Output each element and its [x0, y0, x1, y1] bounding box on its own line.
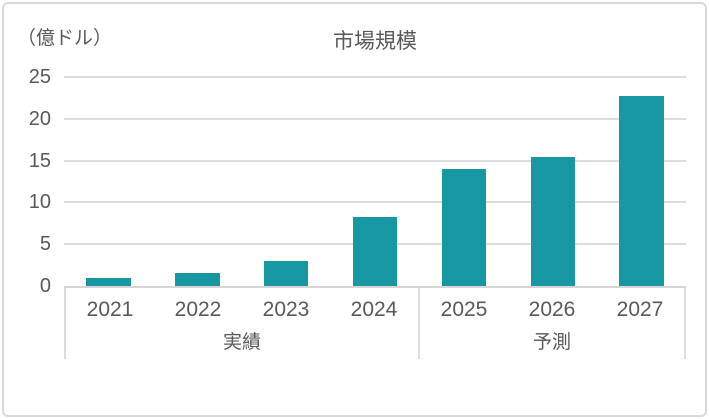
bar-2024[interactable]	[352, 216, 398, 286]
x-group-1: 2025 2026 2027 予測	[418, 288, 684, 359]
gridline-20	[64, 117, 686, 120]
bar-series	[64, 77, 686, 286]
x-tick-2022: 2022	[174, 298, 222, 321]
x-group-label-1: 予測	[532, 332, 571, 353]
x-tick-2024: 2024	[350, 298, 398, 321]
chart-title: 市場規模	[333, 30, 417, 53]
x-tick-2025: 2025	[440, 298, 488, 321]
bar-slot-2022	[153, 77, 242, 286]
y-tick-20: 20	[28, 107, 51, 130]
x-years-row: 2021 2022 2023 2024	[66, 288, 418, 332]
bar-2025[interactable]	[441, 168, 487, 286]
y-axis-tick-labels: 0 5 10 15 20 25	[4, 67, 51, 296]
x-tick-2027: 2027	[616, 298, 664, 321]
y-tick-25: 25	[28, 66, 51, 88]
x-tick-2021: 2021	[86, 298, 134, 321]
gridline-10	[64, 201, 686, 204]
y-tick-0: 0	[39, 275, 51, 297]
bar-2026[interactable]	[530, 157, 575, 286]
bar-slot-2026	[508, 77, 597, 286]
y-tick-15: 15	[28, 149, 51, 172]
bar-slot-2025	[419, 77, 508, 286]
x-group-0: 2021 2022 2023 2024 実績	[66, 288, 418, 359]
x-axis-label-box: 2021 2022 2023 2024 実績 2025 2026 2027 予測	[64, 288, 686, 359]
x-years-row: 2025 2026 2027	[420, 288, 684, 332]
y-tick-5: 5	[39, 233, 51, 256]
bar-slot-2021	[64, 77, 153, 286]
x-tick-2023: 2023	[262, 298, 310, 321]
bar-slot-2027	[597, 77, 686, 286]
bar-2023[interactable]	[263, 260, 309, 286]
gridline-25	[64, 76, 686, 78]
gridline-15	[64, 159, 686, 162]
plot-area	[64, 76, 686, 288]
y-axis-unit-label: （億ドル）	[17, 28, 113, 49]
bar-slot-2023	[242, 77, 331, 286]
bar-2022[interactable]	[175, 273, 220, 286]
bar-2021[interactable]	[86, 278, 131, 286]
bar-2027[interactable]	[619, 96, 664, 286]
x-group-label-0: 実績	[222, 332, 261, 353]
y-tick-10: 10	[28, 191, 51, 214]
bar-slot-2024	[331, 77, 420, 286]
x-tick-2026: 2026	[528, 298, 576, 321]
